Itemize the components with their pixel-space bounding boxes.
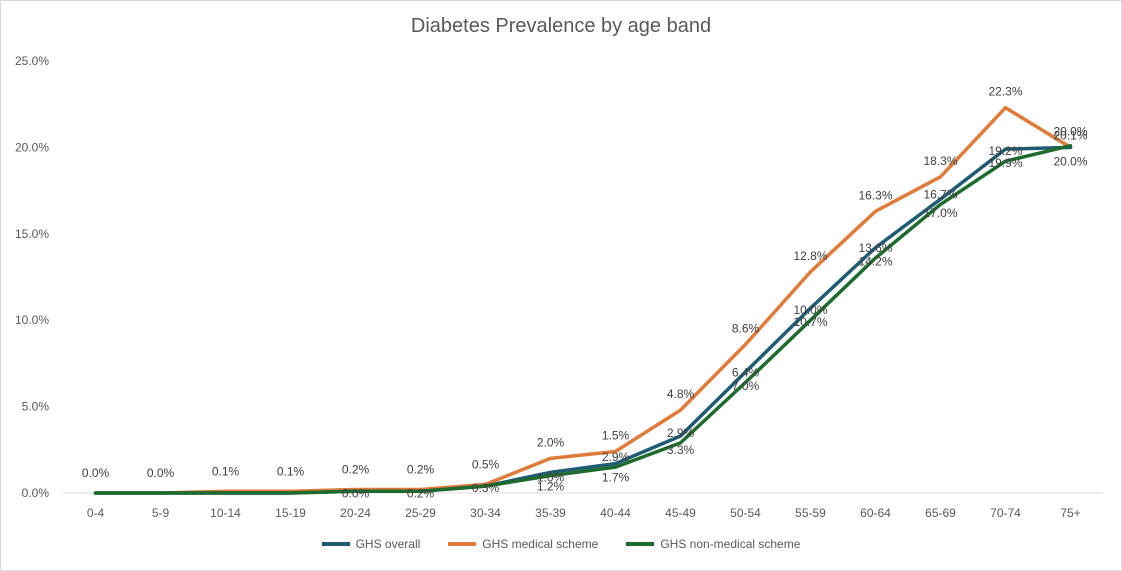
x-tick-label: 45-49 [665, 506, 696, 520]
x-tick-label: 75+ [1060, 506, 1080, 520]
legend-label: GHS non-medical scheme [660, 537, 801, 551]
y-tick-label: 20.0% [15, 140, 49, 154]
y-tick-label: 5.0% [22, 400, 50, 414]
data-label: 0.5% [472, 457, 500, 471]
legend-item: GHS medical scheme [448, 537, 598, 551]
y-tick-label: 0.0% [22, 486, 50, 500]
data-label: 7.0% [732, 379, 760, 393]
data-label: 8.6% [732, 321, 760, 335]
legend-item: GHS non-medical scheme [626, 537, 800, 551]
legend-label: GHS overall [355, 537, 421, 551]
chart-legend: GHS overall GHS medical scheme GHS non-med… [1, 537, 1121, 551]
data-label: 2.0% [537, 435, 565, 449]
x-tick-label: 40-44 [600, 506, 631, 520]
legend-label: GHS medical scheme [482, 537, 599, 551]
x-tick-label: 20-24 [340, 506, 371, 520]
y-tick-label: 15.0% [15, 227, 49, 241]
x-tick-label: 50-54 [730, 506, 761, 520]
x-tick-label: 55-59 [795, 506, 826, 520]
data-label: 2.9% [667, 426, 695, 440]
legend-swatch [321, 542, 350, 546]
data-label: 4.8% [667, 387, 695, 401]
data-label: 18.3% [923, 154, 957, 168]
data-label: 0.2% [342, 463, 370, 477]
data-label: 1.7% [602, 471, 630, 485]
data-label: 0.2% [407, 463, 435, 477]
x-tick-label: 35-39 [535, 506, 566, 520]
data-label: 3.3% [667, 443, 695, 457]
y-tick-label: 25.0% [15, 54, 49, 68]
data-label: 0.0% [342, 486, 370, 500]
data-label: 0.1% [212, 464, 240, 478]
legend-item: GHS overall [321, 537, 421, 551]
x-tick-label: 10-14 [210, 506, 241, 520]
data-label: 0.0% [147, 466, 175, 480]
data-label: 19.9% [988, 156, 1022, 170]
y-tick-label: 10.0% [15, 313, 49, 327]
x-tick-label: 5-9 [152, 506, 170, 520]
x-tick-label: 25-29 [405, 506, 436, 520]
series-line-2 [93, 143, 1073, 495]
data-label: 17.0% [923, 206, 957, 220]
data-label: 20.0% [1053, 124, 1087, 138]
data-label: 16.7% [923, 187, 957, 201]
data-label: 16.3% [858, 188, 892, 202]
data-label: 0.1% [277, 464, 305, 478]
data-label: 20.0% [1053, 154, 1087, 168]
x-tick-label: 60-64 [860, 506, 891, 520]
legend-swatch [626, 542, 655, 546]
x-tick-label: 70-74 [990, 506, 1021, 520]
data-label: 1.5% [602, 429, 630, 443]
data-label: 0.3% [472, 481, 500, 495]
x-tick-label: 15-19 [275, 506, 306, 520]
data-label: 13.6% [858, 241, 892, 255]
data-label: 12.8% [793, 249, 827, 263]
data-label: 1.2% [537, 479, 565, 493]
data-label: 0.2% [407, 486, 435, 500]
x-tick-label: 0-4 [87, 506, 105, 520]
data-label: 6.4% [732, 365, 760, 379]
data-label: 2.9% [602, 450, 630, 464]
data-label: 14.2% [858, 255, 892, 269]
legend-swatch [448, 542, 477, 546]
data-label: 0.0% [82, 466, 110, 480]
data-label: 20.1% [1053, 129, 1087, 143]
chart-title: Diabetes Prevalence by age band [410, 15, 712, 37]
data-label: 19.2% [988, 144, 1022, 158]
x-tick-label: 30-34 [470, 506, 501, 520]
data-label: 22.3% [988, 85, 1022, 99]
x-tick-label: 65-69 [925, 506, 956, 520]
data-label: 10.0% [793, 303, 827, 317]
data-label: 10.7% [793, 315, 827, 329]
data-label: 1.0% [537, 471, 565, 485]
